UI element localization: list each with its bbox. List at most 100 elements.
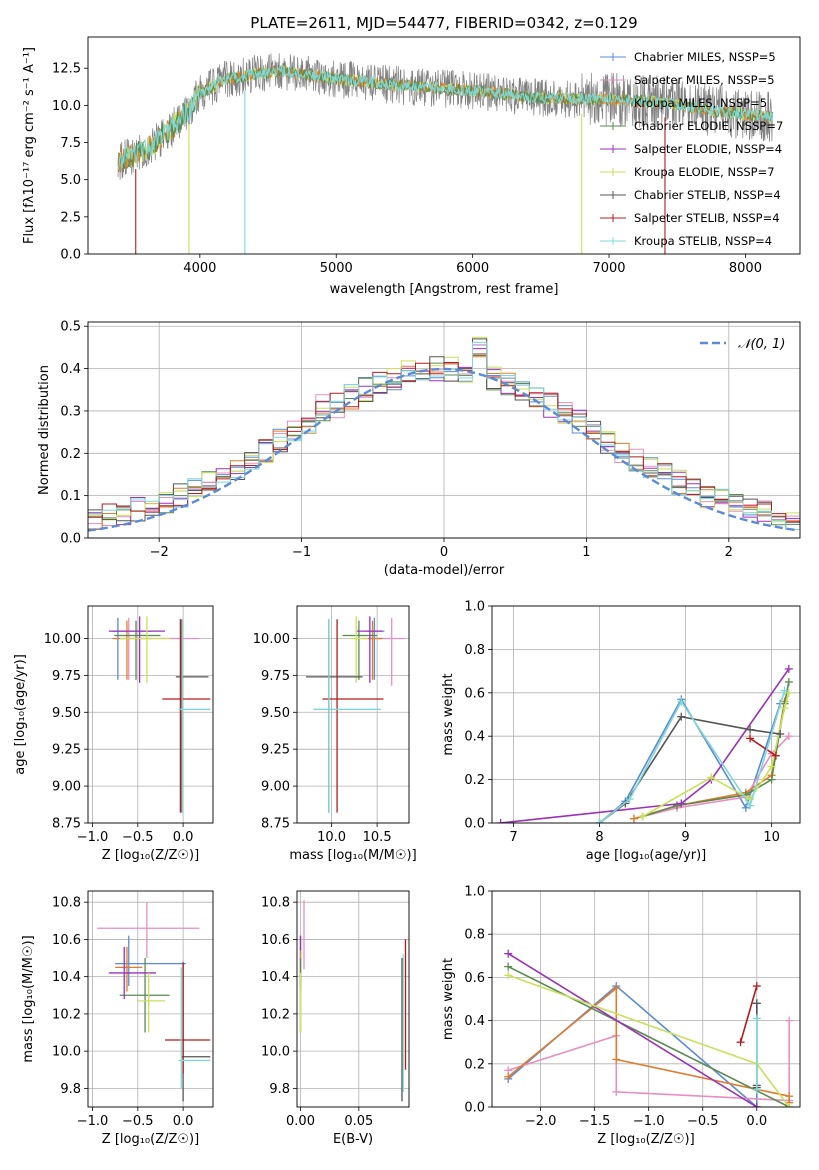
axes-frame bbox=[491, 890, 801, 1108]
x-tick-label: 4000 bbox=[183, 261, 216, 276]
y-tick-label: 12.5 bbox=[52, 62, 81, 77]
y-tick-label: 0.4 bbox=[60, 362, 81, 377]
x-tick-label: 0.0 bbox=[173, 830, 194, 845]
series-line-chabrier_stelib bbox=[599, 715, 781, 823]
legend-entry-kroupa_stelib: Kroupa STELIB, NSSP=4 bbox=[634, 234, 772, 248]
y-tick-label: 10.8 bbox=[261, 896, 290, 911]
y-tick-label: 10.4 bbox=[261, 970, 290, 985]
y-tick-label: 0.2 bbox=[464, 1057, 485, 1072]
x-axis-label: (data-model)/error bbox=[384, 563, 505, 578]
series-line-chabrier_elodie bbox=[507, 965, 790, 1107]
y-tick-label: 0.0 bbox=[464, 1101, 485, 1116]
legend-entry-salpeter_elodie: Salpeter ELODIE, NSSP=4 bbox=[634, 142, 782, 156]
legend-entry-salpeter_miles: Salpeter MILES, NSSP=5 bbox=[634, 73, 775, 87]
x-tick-label: −1.0 bbox=[77, 1114, 109, 1129]
panel-mass_vs_Z: −1.0 −0.5 0.0 9.8 10.0 10.2 10.4 10.6 10.8 Z [log… bbox=[21, 890, 214, 1147]
y-tick-label: 9.00 bbox=[52, 780, 81, 795]
y-tick-label: 8.75 bbox=[52, 817, 81, 832]
y-tick-label: 9.75 bbox=[52, 669, 81, 684]
errorbars bbox=[299, 900, 407, 1102]
series-line-salpeter_stelib bbox=[739, 985, 758, 1043]
y-tick-label: 10.0 bbox=[261, 1045, 290, 1060]
x-tick-label: 8000 bbox=[729, 261, 762, 276]
axes-frame bbox=[87, 321, 801, 539]
axes-frame bbox=[87, 890, 214, 1108]
y-tick-label: 0.4 bbox=[464, 1014, 485, 1029]
y-tick-label: 0.0 bbox=[60, 532, 81, 547]
spectrum-lines bbox=[117, 53, 774, 254]
x-tick-label: 6000 bbox=[456, 261, 489, 276]
x-tick-label: 0.0 bbox=[746, 1114, 767, 1129]
series-line-salpeter_elodie bbox=[507, 952, 758, 1107]
series-lines bbox=[504, 949, 794, 1107]
y-tick-label: 10.8 bbox=[52, 896, 81, 911]
x-tick-label: 10 bbox=[763, 830, 780, 845]
panel-age_vs_mass: 10.0 10.5 8.75 9.00 9.25 9.50 9.75 10.00 mass [l… bbox=[253, 605, 417, 863]
axes-frame bbox=[491, 605, 801, 824]
x-tick-label: 0.0 bbox=[173, 1114, 194, 1129]
panel-mass_vs_ebv: 0.00 0.05 9.8 10.0 10.2 10.4 10.6 10.8 E(B-V) bbox=[261, 890, 410, 1147]
y-tick-label: 0.6 bbox=[464, 971, 485, 986]
y-tick-label: 0.1 bbox=[60, 489, 81, 504]
y-tick-label: 9.25 bbox=[261, 743, 290, 758]
x-axis-label: Z [log₁₀(Z/Z☉)] bbox=[102, 848, 199, 863]
errorbars bbox=[97, 902, 211, 1102]
panel-massweight_vs_age: 7 8 9 10 0.0 0.2 0.4 0.6 0.8 1.0 age [log₁₀(age/yr… bbox=[441, 600, 801, 863]
y-tick-label: 1.0 bbox=[464, 885, 485, 900]
x-tick-label: 9 bbox=[681, 830, 689, 845]
x-axis-label: age [log₁₀(age/yr)] bbox=[586, 848, 707, 863]
x-tick-label: −1.0 bbox=[633, 1114, 665, 1129]
panel-massweight_vs_Z: −2.0 −1.5 −1.0 −0.5 0.0 0.0 0.2 0.4 0.6 0.8 1.0 Z [… bbox=[441, 885, 801, 1147]
x-tick-label: −0.5 bbox=[687, 1114, 719, 1129]
x-tick-label: 8 bbox=[595, 830, 603, 845]
x-tick-label: 0 bbox=[440, 545, 448, 560]
y-tick-label: 0.8 bbox=[464, 643, 485, 658]
y-tick-label: 10.00 bbox=[44, 632, 81, 647]
y-tick-label: 10.6 bbox=[261, 933, 290, 948]
histograms bbox=[88, 336, 800, 532]
x-tick-label: 7000 bbox=[592, 261, 625, 276]
y-axis-label: mass weight bbox=[441, 673, 456, 755]
y-axis-label: Flux [fλ10⁻¹⁷ erg cm⁻² s⁻¹ A⁻¹] bbox=[22, 47, 37, 244]
y-tick-label: 5.0 bbox=[60, 173, 81, 188]
x-tick-label: −0.5 bbox=[122, 1114, 154, 1129]
x-axis-label: mass [log₁₀(M/M☉)] bbox=[289, 848, 416, 863]
y-tick-label: 9.50 bbox=[261, 706, 290, 721]
series-lines bbox=[496, 664, 793, 823]
y-tick-label: 0.8 bbox=[464, 928, 485, 943]
y-tick-label: 0.5 bbox=[60, 320, 81, 335]
x-tick-label: 7 bbox=[509, 830, 517, 845]
legend-entry-chabrier_stelib: Chabrier STELIB, NSSP=4 bbox=[634, 188, 781, 202]
x-tick-label: 0.05 bbox=[344, 1114, 373, 1129]
y-tick-label: 0.0 bbox=[464, 817, 485, 832]
axes-frame bbox=[296, 605, 410, 824]
x-axis-label: E(B-V) bbox=[333, 1132, 373, 1147]
x-tick-label: 5000 bbox=[320, 261, 353, 276]
chart-title: PLATE=2611, MJD=54477, FIBERID=0342, z=0… bbox=[250, 14, 637, 32]
y-tick-label: 0.6 bbox=[464, 686, 485, 701]
x-tick-label: 1 bbox=[582, 545, 590, 560]
y-axis-label: age [log₁₀(age/yr)] bbox=[13, 654, 28, 775]
legend-entry-gaussian: 𝒩(0, 1) bbox=[738, 337, 785, 352]
panel-age_vs_Z: −1.0 −0.5 0.0 8.75 9.00 9.25 9.50 9.75 10.00 Z [l… bbox=[13, 605, 214, 863]
x-axis-label: wavelength [Angstrom, rest frame] bbox=[330, 282, 559, 297]
y-tick-label: 10.00 bbox=[253, 632, 290, 647]
x-tick-label: −1.0 bbox=[77, 830, 109, 845]
axes-frame bbox=[87, 605, 214, 824]
x-axis-label: Z [log₁₀(Z/Z☉)] bbox=[597, 1132, 694, 1147]
y-tick-label: 7.5 bbox=[60, 136, 81, 151]
y-tick-label: 9.75 bbox=[261, 669, 290, 684]
y-tick-label: 9.25 bbox=[52, 743, 81, 758]
legend-entry-kroupa_elodie: Kroupa ELODIE, NSSP=7 bbox=[634, 165, 775, 179]
y-tick-label: 9.50 bbox=[52, 706, 81, 721]
y-tick-label: 0.0 bbox=[60, 248, 81, 263]
y-tick-label: 10.2 bbox=[261, 1007, 290, 1022]
y-tick-label: 9.8 bbox=[60, 1082, 81, 1097]
x-tick-label: −1 bbox=[292, 545, 311, 560]
series-line-kroupa_elodie bbox=[642, 692, 790, 818]
y-tick-label: 10.0 bbox=[52, 1045, 81, 1060]
axes-frame bbox=[87, 36, 801, 255]
y-tick-label: 9.00 bbox=[261, 780, 290, 795]
y-tick-label: 0.2 bbox=[464, 773, 485, 788]
series-line-salpeter_stelib bbox=[749, 737, 777, 757]
